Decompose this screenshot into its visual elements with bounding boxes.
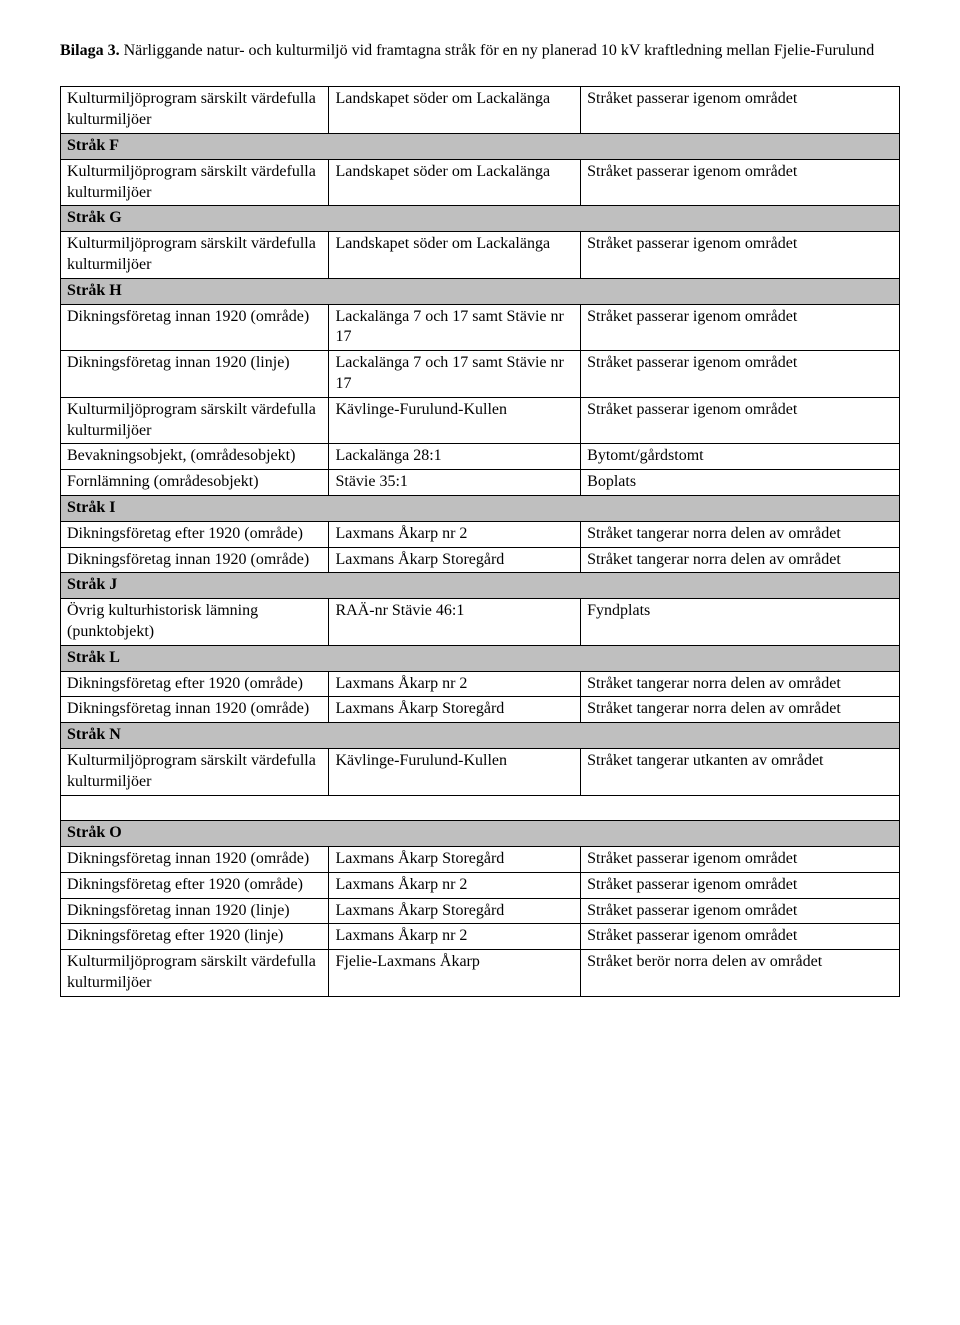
data-cell: Stråket passerar igenom området [581, 351, 900, 398]
data-cell: Stråket tangerar norra delen av området [581, 671, 900, 697]
table-row: Stråk H [61, 278, 900, 304]
table-row: Stråk J [61, 573, 900, 599]
data-cell: Bytomt/gårdstomt [581, 444, 900, 470]
data-cell: Kävlinge-Furulund-Kullen [329, 397, 581, 444]
table-row [61, 795, 900, 821]
table-row: Kulturmiljöprogram särskilt värdefulla k… [61, 87, 900, 134]
data-cell: Kulturmiljöprogram särskilt värdefulla k… [61, 232, 329, 279]
data-cell: Lackalänga 28:1 [329, 444, 581, 470]
data-cell: Stråket tangerar utkanten av området [581, 748, 900, 795]
data-cell: Övrig kulturhistorisk lämning (punktobje… [61, 599, 329, 646]
table-row: Dikningsföretag efter 1920 (område)Laxma… [61, 521, 900, 547]
table-row: Dikningsföretag innan 1920 (linje)Lackal… [61, 351, 900, 398]
data-cell: Landskapet söder om Lackalänga [329, 87, 581, 134]
data-cell: Laxmans Åkarp nr 2 [329, 924, 581, 950]
table-row: Övrig kulturhistorisk lämning (punktobje… [61, 599, 900, 646]
data-cell: Stråket passerar igenom området [581, 159, 900, 206]
data-cell: Kävlinge-Furulund-Kullen [329, 748, 581, 795]
data-cell: Stråket passerar igenom området [581, 872, 900, 898]
data-cell: Kulturmiljöprogram särskilt värdefulla k… [61, 950, 329, 997]
data-cell: Stråket berör norra delen av området [581, 950, 900, 997]
data-cell: Stråket passerar igenom området [581, 397, 900, 444]
data-cell: RAÄ-nr Stävie 46:1 [329, 599, 581, 646]
table-row: Stråk G [61, 206, 900, 232]
data-cell: Lackalänga 7 och 17 samt Stävie nr 17 [329, 304, 581, 351]
section-cell: Stråk J [61, 573, 900, 599]
data-cell: Dikningsföretag innan 1920 (område) [61, 304, 329, 351]
table-row: Stråk N [61, 723, 900, 749]
data-cell: Stråket passerar igenom området [581, 924, 900, 950]
table-row: Dikningsföretag innan 1920 (område)Laxma… [61, 847, 900, 873]
blank-cell [61, 795, 900, 821]
section-cell: Stråk G [61, 206, 900, 232]
data-cell: Dikningsföretag innan 1920 (linje) [61, 351, 329, 398]
table-row: Dikningsföretag innan 1920 (område)Lacka… [61, 304, 900, 351]
data-cell: Kulturmiljöprogram särskilt värdefulla k… [61, 748, 329, 795]
table-row: Stråk I [61, 495, 900, 521]
table-row: Dikningsföretag efter 1920 (område)Laxma… [61, 671, 900, 697]
data-cell: Laxmans Åkarp nr 2 [329, 872, 581, 898]
section-cell: Stråk F [61, 133, 900, 159]
data-cell: Dikningsföretag efter 1920 (linje) [61, 924, 329, 950]
section-cell: Stråk O [61, 821, 900, 847]
data-cell: Kulturmiljöprogram särskilt värdefulla k… [61, 159, 329, 206]
data-cell: Stråket passerar igenom området [581, 847, 900, 873]
data-cell: Bevakningsobjekt, (områdesobjekt) [61, 444, 329, 470]
data-cell: Laxmans Åkarp nr 2 [329, 521, 581, 547]
data-cell: Stråket passerar igenom området [581, 87, 900, 134]
data-cell: Lackalänga 7 och 17 samt Stävie nr 17 [329, 351, 581, 398]
data-cell: Dikningsföretag innan 1920 (område) [61, 697, 329, 723]
table-row: Stråk F [61, 133, 900, 159]
data-cell: Dikningsföretag efter 1920 (område) [61, 872, 329, 898]
section-cell: Stråk H [61, 278, 900, 304]
table-row: Kulturmiljöprogram särskilt värdefulla k… [61, 232, 900, 279]
section-cell: Stråk I [61, 495, 900, 521]
data-cell: Fjelie-Laxmans Åkarp [329, 950, 581, 997]
data-cell: Laxmans Åkarp nr 2 [329, 671, 581, 697]
table-row: Kulturmiljöprogram särskilt värdefulla k… [61, 159, 900, 206]
data-cell: Kulturmiljöprogram särskilt värdefulla k… [61, 87, 329, 134]
table-row: Kulturmiljöprogram särskilt värdefulla k… [61, 950, 900, 997]
main-table: Kulturmiljöprogram särskilt värdefulla k… [60, 86, 900, 996]
data-cell: Fornlämning (områdesobjekt) [61, 470, 329, 496]
data-cell: Dikningsföretag innan 1920 (linje) [61, 898, 329, 924]
data-cell: Dikningsföretag innan 1920 (område) [61, 847, 329, 873]
table-row: Kulturmiljöprogram särskilt värdefulla k… [61, 397, 900, 444]
data-cell: Stråket passerar igenom området [581, 898, 900, 924]
data-cell: Laxmans Åkarp Storegård [329, 697, 581, 723]
table-row: Kulturmiljöprogram särskilt värdefulla k… [61, 748, 900, 795]
data-cell: Stråket passerar igenom området [581, 304, 900, 351]
data-cell: Laxmans Åkarp Storegård [329, 547, 581, 573]
data-cell: Laxmans Åkarp Storegård [329, 847, 581, 873]
data-cell: Fyndplats [581, 599, 900, 646]
data-cell: Stävie 35:1 [329, 470, 581, 496]
document-title: Bilaga 3. Närliggande natur- och kulturm… [60, 40, 900, 62]
table-row: Stråk L [61, 645, 900, 671]
data-cell: Stråket tangerar norra delen av området [581, 521, 900, 547]
data-cell: Dikningsföretag efter 1920 (område) [61, 521, 329, 547]
data-cell: Boplats [581, 470, 900, 496]
data-cell: Stråket tangerar norra delen av området [581, 547, 900, 573]
table-row: Dikningsföretag innan 1920 (linje)Laxman… [61, 898, 900, 924]
section-cell: Stråk N [61, 723, 900, 749]
table-row: Stråk O [61, 821, 900, 847]
section-cell: Stråk L [61, 645, 900, 671]
title-rest: Närliggande natur- och kulturmiljö vid f… [120, 42, 875, 59]
data-cell: Kulturmiljöprogram särskilt värdefulla k… [61, 397, 329, 444]
table-row: Dikningsföretag efter 1920 (område)Laxma… [61, 872, 900, 898]
table-row: Bevakningsobjekt, (områdesobjekt)Lackalä… [61, 444, 900, 470]
table-row: Dikningsföretag innan 1920 (område)Laxma… [61, 547, 900, 573]
data-cell: Stråket tangerar norra delen av området [581, 697, 900, 723]
data-cell: Stråket passerar igenom området [581, 232, 900, 279]
data-cell: Landskapet söder om Lackalänga [329, 232, 581, 279]
data-cell: Dikningsföretag innan 1920 (område) [61, 547, 329, 573]
table-row: Dikningsföretag innan 1920 (område)Laxma… [61, 697, 900, 723]
title-bold: Bilaga 3. [60, 42, 120, 59]
data-cell: Dikningsföretag efter 1920 (område) [61, 671, 329, 697]
data-cell: Landskapet söder om Lackalänga [329, 159, 581, 206]
table-row: Dikningsföretag efter 1920 (linje)Laxman… [61, 924, 900, 950]
data-cell: Laxmans Åkarp Storegård [329, 898, 581, 924]
table-row: Fornlämning (områdesobjekt)Stävie 35:1Bo… [61, 470, 900, 496]
